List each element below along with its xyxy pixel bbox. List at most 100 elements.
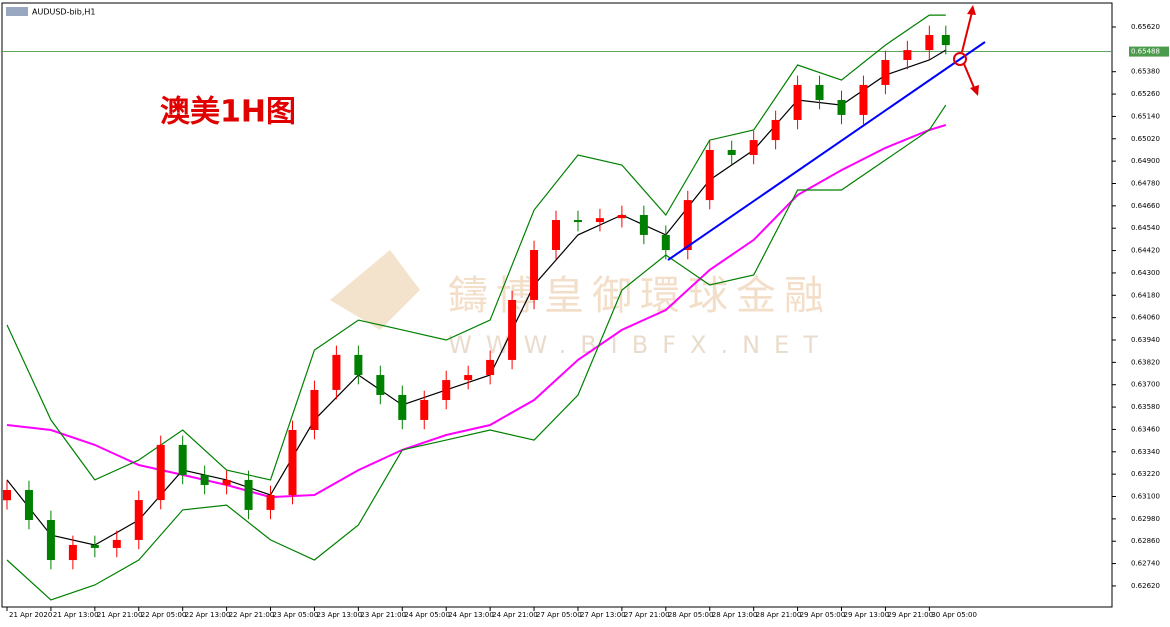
y-tick-label: 0.64540 [1131, 224, 1160, 232]
candle-body [683, 200, 692, 251]
y-tick-label: 0.64420 [1131, 247, 1160, 255]
candle-body [530, 250, 539, 300]
y-tick-label: 0.63700 [1131, 381, 1160, 389]
x-tick-label: 28 Apr 13:00 [712, 611, 758, 619]
candle-body [332, 354, 341, 390]
candle-body [464, 375, 473, 381]
candle-body [354, 354, 363, 376]
candle-body [310, 389, 319, 430]
y-tick-label: 0.64180 [1131, 291, 1160, 299]
y-tick-label: 0.65140 [1131, 112, 1160, 120]
candle-body [793, 84, 802, 120]
candle-body [639, 214, 648, 235]
y-tick-label: 0.63100 [1131, 493, 1160, 501]
x-tick-label: 23 Apr 21:00 [360, 611, 406, 619]
y-tick-label: 0.64660 [1131, 202, 1160, 210]
arrow-head [967, 5, 976, 15]
symbol-label: AUDUSD-bib,H1 [32, 8, 96, 17]
plot-marks [2, 14, 1112, 601]
candle-body [376, 375, 385, 395]
chart-title: 澳美1H图 [160, 95, 296, 130]
watermark-url: WWW.BIBFX.NET [448, 331, 832, 359]
y-tick-label: 0.63220 [1131, 470, 1160, 478]
x-tick-label: 21 Apr 21:00 [97, 611, 143, 619]
candle-body [288, 429, 297, 496]
y-tick-label: 0.65380 [1131, 68, 1160, 76]
x-tick-label: 22 Apr 13:00 [185, 611, 231, 619]
candle-body [661, 234, 670, 251]
y-tick-label: 0.63340 [1131, 448, 1160, 456]
candle-body [881, 59, 890, 85]
candle-body [134, 500, 143, 540]
y-tick-label: 0.64900 [1131, 157, 1160, 165]
candle-body [442, 380, 451, 400]
x-tick-label: 24 Apr 13:00 [448, 611, 494, 619]
candle-body [617, 214, 626, 219]
candle-body [2, 489, 11, 501]
y-tick-label: 0.63940 [1131, 336, 1160, 344]
candle-body [222, 479, 231, 485]
y-tick-label: 0.65020 [1131, 135, 1160, 143]
y-tick-label: 0.63580 [1131, 403, 1160, 411]
x-tick-label: 29 Apr 21:00 [887, 611, 933, 619]
candle-body [771, 119, 780, 141]
x-tick-label: 28 Apr 21:00 [756, 611, 802, 619]
x-tick-label: 22 Apr 21:00 [229, 611, 275, 619]
y-tick-label: 0.64060 [1131, 314, 1160, 322]
x-tick-label: 27 Apr 13:00 [580, 611, 626, 619]
candle-body [486, 359, 495, 376]
y-tick-label: 0.62860 [1131, 537, 1160, 545]
candle-body [68, 544, 77, 561]
candle-body [573, 220, 582, 223]
indicator-line [6, 14, 946, 481]
trend-line [667, 41, 986, 261]
y-tick-label: 0.62620 [1131, 582, 1160, 590]
x-tick-label: 22 Apr 05:00 [141, 611, 187, 619]
y-tick-label: 0.65620 [1131, 23, 1160, 31]
candle-body [859, 84, 868, 115]
x-tick-label: 23 Apr 13:00 [316, 611, 362, 619]
candle-body [112, 539, 121, 548]
candle-body [941, 34, 950, 46]
y-tick-label: 0.63460 [1131, 425, 1160, 433]
candle-body [266, 495, 275, 510]
x-tick-label: 27 Apr 21:00 [624, 611, 670, 619]
candle-body [595, 218, 604, 223]
candle-body [178, 444, 187, 475]
x-tick-label: 24 Apr 21:00 [492, 611, 538, 619]
x-tick-label: 29 Apr 13:00 [843, 611, 889, 619]
arrow-up [961, 11, 973, 53]
x-tick-label: 30 Apr 05:00 [931, 611, 977, 619]
marker-circle [953, 52, 967, 66]
candle-body [200, 474, 209, 485]
candle-body [156, 444, 165, 501]
candle-body [46, 519, 55, 561]
indicator-line [6, 124, 947, 499]
y-tick-label: 0.62740 [1131, 560, 1160, 568]
y-tick-label: 0.65260 [1131, 90, 1160, 98]
y-tick-label: 0.63820 [1131, 358, 1160, 366]
candle-body [90, 544, 99, 548]
y-tick-label: 0.64300 [1131, 269, 1160, 277]
x-tick-label: 23 Apr 05:00 [273, 611, 319, 619]
y-tick-label: 0.64780 [1131, 179, 1160, 187]
x-tick-label: 21 Apr 2020 [9, 611, 52, 619]
y-tick-label: 0.62980 [1131, 515, 1160, 523]
watermark-logo [330, 250, 420, 330]
plot-frame [1, 2, 1113, 608]
candle-body [24, 489, 33, 520]
x-tick-label: 29 Apr 05:00 [800, 611, 846, 619]
candle-body [903, 50, 912, 60]
arrow-head [970, 85, 979, 96]
candle-body [749, 140, 758, 155]
candle-body [508, 299, 517, 360]
symbol-icon [6, 7, 28, 16]
candle-body [244, 479, 253, 510]
candle-body [552, 220, 561, 251]
candle-body [705, 149, 714, 201]
candle-body [815, 84, 824, 101]
x-tick-label: 24 Apr 05:00 [404, 611, 450, 619]
candle-body [727, 149, 736, 155]
x-tick-label: 28 Apr 05:00 [668, 611, 714, 619]
